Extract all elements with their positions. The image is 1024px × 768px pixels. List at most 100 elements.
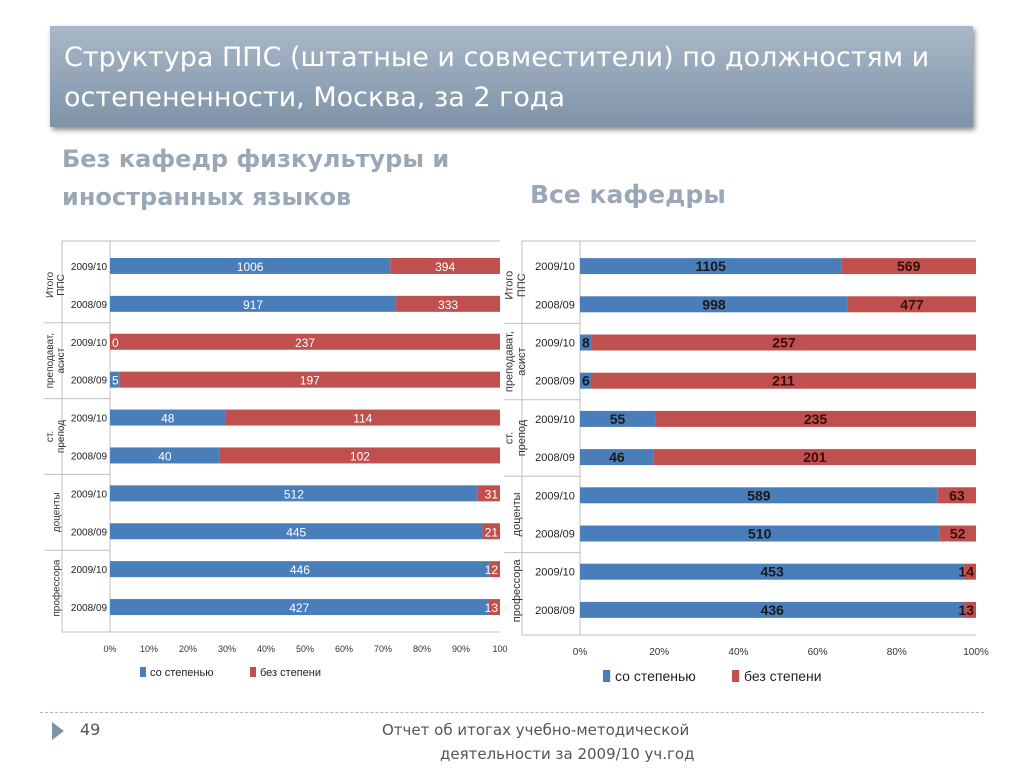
category-label: 2008/09 bbox=[71, 527, 108, 538]
value-label-with-degree: 589 bbox=[747, 487, 771, 503]
legend-swatch-without-degree bbox=[732, 670, 740, 682]
value-label-without-degree: 21 bbox=[485, 525, 499, 539]
bar-without-degree bbox=[653, 449, 976, 466]
bar-with-degree bbox=[110, 409, 226, 426]
category-label: 2008/09 bbox=[535, 605, 575, 617]
value-label-without-degree: 14 bbox=[958, 564, 974, 580]
category-label: 2008/09 bbox=[535, 529, 575, 541]
value-label-without-degree: 63 bbox=[949, 487, 965, 503]
bar-without-degree bbox=[964, 563, 976, 580]
bar-with-degree bbox=[110, 447, 220, 464]
chart-left: ИтогоППС преподават,асист ст.препод доценты… bbox=[44, 240, 508, 679]
value-label-without-degree: 102 bbox=[350, 449, 370, 463]
value-label-with-degree: 8 bbox=[582, 335, 590, 351]
bar-without-degree bbox=[655, 410, 976, 427]
x-tick-label: 0% bbox=[573, 647, 588, 658]
legend-label-without-degree: без степени bbox=[260, 667, 321, 679]
group-label: ИтогоППС bbox=[504, 271, 528, 300]
category-label: 2008/09 bbox=[71, 376, 108, 387]
category-label: 2008/09 bbox=[535, 299, 575, 311]
value-label-without-degree: 569 bbox=[897, 258, 921, 274]
value-label-without-degree: 394 bbox=[435, 260, 455, 274]
group-label: преподават,асист bbox=[504, 331, 528, 392]
bar-without-degree bbox=[390, 257, 500, 274]
value-label-with-degree: 46 bbox=[609, 449, 625, 465]
value-label-with-degree: 512 bbox=[284, 487, 304, 501]
x-tick-label: 20% bbox=[179, 644, 197, 654]
x-tick-label: 100% bbox=[963, 647, 989, 658]
bar-without-degree bbox=[396, 295, 500, 312]
value-label-without-degree: 235 bbox=[804, 411, 828, 427]
category-label: 2008/09 bbox=[71, 300, 108, 311]
value-label-without-degree: 257 bbox=[772, 335, 796, 351]
bar-without-degree bbox=[841, 258, 976, 275]
bar-without-degree bbox=[591, 334, 976, 351]
value-label-without-degree: 333 bbox=[438, 298, 458, 312]
value-label-with-degree: 48 bbox=[161, 412, 175, 426]
group-label: профессора bbox=[511, 559, 523, 623]
value-label-without-degree: 477 bbox=[900, 296, 924, 312]
group-label: ст.препод bbox=[504, 419, 528, 456]
subtitle-right: Все кафедры bbox=[530, 180, 726, 209]
bar-with-degree bbox=[110, 371, 120, 388]
group-label: ст.препод bbox=[45, 420, 67, 453]
value-label-without-degree: 211 bbox=[772, 373, 795, 389]
x-tick-label: 10% bbox=[140, 644, 158, 654]
bar-without-degree bbox=[937, 487, 976, 504]
category-label: 2009/10 bbox=[71, 489, 108, 500]
x-tick-label: 70% bbox=[374, 644, 392, 654]
x-tick-label: 40% bbox=[728, 647, 748, 658]
bar-with-degree bbox=[580, 487, 938, 504]
value-label-without-degree: 12 bbox=[485, 563, 499, 577]
footer-text: Отчет об итогах учебно-методической деят… bbox=[382, 718, 782, 766]
footer-line-1: Отчет об итогах учебно-методической bbox=[382, 721, 690, 739]
value-label-with-degree: 446 bbox=[290, 563, 310, 577]
footer-arrow-icon bbox=[52, 722, 64, 740]
x-tick-label: 50% bbox=[296, 644, 314, 654]
legend-label-with-degree: со степенью bbox=[615, 668, 696, 684]
value-label-with-degree: 427 bbox=[289, 601, 309, 615]
bar-without-degree bbox=[590, 372, 976, 389]
bar-with-degree bbox=[580, 334, 592, 351]
value-label-with-degree: 40 bbox=[158, 449, 172, 463]
value-label-with-degree: 5 bbox=[112, 374, 119, 388]
category-label: 2008/09 bbox=[71, 603, 108, 614]
category-label: 2009/10 bbox=[71, 262, 108, 273]
bar-with-degree bbox=[580, 525, 940, 542]
chart-right: ИтогоППС преподават,асист ст.препод доценты… bbox=[504, 240, 989, 684]
bar-with-degree bbox=[580, 601, 965, 618]
bar-without-degree bbox=[219, 447, 500, 464]
value-label-with-degree: 510 bbox=[748, 526, 772, 542]
value-label-without-degree: 13 bbox=[958, 602, 974, 618]
bar-with-degree bbox=[110, 599, 489, 616]
category-label: 2009/10 bbox=[535, 414, 575, 426]
value-label-with-degree: 55 bbox=[610, 411, 626, 427]
legend-swatch-without-degree bbox=[250, 667, 256, 677]
bar-without-degree bbox=[477, 485, 500, 502]
category-label: 2009/10 bbox=[535, 490, 575, 502]
value-label-without-degree: 52 bbox=[950, 526, 966, 542]
value-label-with-degree: 436 bbox=[761, 602, 785, 618]
bar-without-degree bbox=[939, 525, 976, 542]
bar-with-degree bbox=[110, 485, 478, 502]
group-label: доценты bbox=[52, 492, 63, 532]
bar-with-degree bbox=[580, 258, 842, 275]
bar-with-degree bbox=[580, 563, 965, 580]
bar-without-degree bbox=[110, 333, 500, 350]
page-number: 49 bbox=[80, 720, 101, 739]
category-label: 2009/10 bbox=[535, 567, 575, 579]
x-tick-label: 90% bbox=[452, 644, 470, 654]
x-tick-label: 60% bbox=[808, 647, 828, 658]
value-label-without-degree: 201 bbox=[803, 449, 827, 465]
legend-label-without-degree: без степени bbox=[744, 668, 822, 684]
subtitle-left: Без кафедр физкультуры и иностранных язы… bbox=[62, 145, 450, 211]
x-tick-label: 30% bbox=[218, 644, 236, 654]
bar-with-degree bbox=[580, 296, 848, 313]
bar-without-degree bbox=[225, 409, 501, 426]
value-label-without-degree: 197 bbox=[300, 374, 320, 388]
legend-label-with-degree: со степенью bbox=[150, 667, 213, 679]
value-label-with-degree: 453 bbox=[760, 564, 784, 580]
category-label: 2008/09 bbox=[71, 451, 108, 462]
value-label-with-degree: 998 bbox=[702, 296, 726, 312]
bar-with-degree bbox=[580, 372, 591, 389]
